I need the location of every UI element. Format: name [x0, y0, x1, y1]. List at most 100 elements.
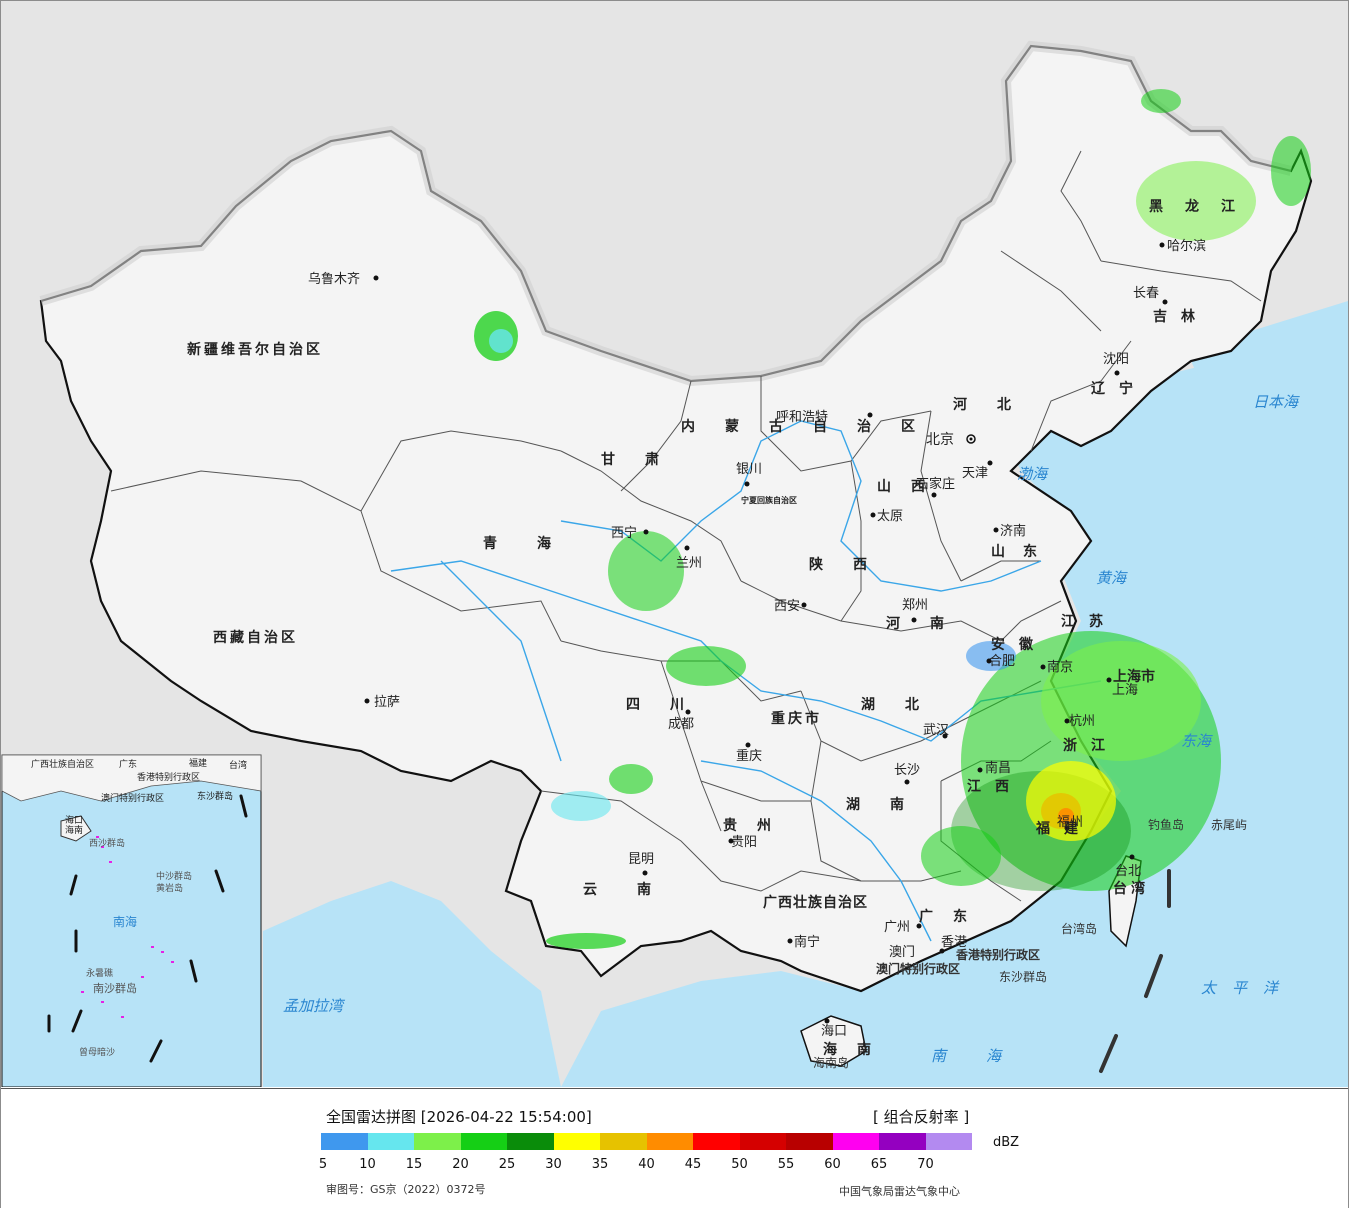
province-label-yunnan: 云南	[583, 881, 691, 898]
boundary-dashes	[1099, 869, 1171, 1073]
color-scale-tick: 10	[359, 1157, 376, 1172]
city-label-macau: 澳门	[889, 944, 915, 960]
province-label-chongqing: 重庆市	[771, 710, 822, 727]
province-label-xinjiang: 新疆维吾尔自治区	[187, 341, 323, 358]
province-label-hubei: 湖北	[861, 697, 949, 713]
city-label-jinan: 济南	[1000, 523, 1026, 539]
city-label-yinchuan: 银川	[736, 462, 762, 477]
province-label-xizang: 西藏自治区	[213, 629, 298, 646]
sea-label-yellow-sea: 黄海	[1096, 569, 1128, 587]
color-scale-cell	[739, 1133, 786, 1150]
color-scale-tick: 15	[405, 1157, 423, 1172]
color-scale-ticks: 5 10 15 20 25 30 35 40 45 50 55 60 65 70	[319, 1157, 1021, 1175]
province-label-fujian: 福建	[1035, 820, 1092, 837]
province-label-guangdong: 广东	[919, 908, 987, 925]
inset-label-macau-sar: 澳门特别行政区	[101, 792, 164, 804]
city-label-nanjing: 南京	[1047, 659, 1073, 675]
city-label-lhasa: 拉萨	[374, 695, 400, 710]
province-label-ningxia: 宁夏回族自治区	[741, 495, 797, 505]
inset-label-xisha: 西沙群岛	[89, 837, 125, 849]
province-label-hebei: 河北	[953, 396, 1041, 413]
color-scale-tick: 70	[917, 1157, 934, 1172]
city-label-shanghai-city: 上海	[1112, 683, 1138, 698]
province-label-shanghai: 上海市	[1113, 668, 1155, 685]
city-label-urumqi: 乌鲁木齐	[308, 271, 360, 287]
color-scale-cell	[879, 1133, 926, 1150]
inset-label-zhongsha: 中沙群岛	[156, 870, 192, 882]
color-scale-tick: 45	[684, 1157, 702, 1172]
province-label-jilin: 吉林	[1153, 308, 1209, 325]
province-label-zhejiang: 浙江	[1063, 737, 1119, 754]
city-label-shijiazhuang: 石家庄	[916, 476, 955, 492]
sea-label-japan-sea: 日本海	[1253, 393, 1300, 411]
color-scale-tick: 30	[545, 1157, 562, 1172]
color-scale-tick: 20	[452, 1157, 469, 1172]
sea-label-east-sea: 东海	[1181, 732, 1213, 750]
province-label-qinghai: 青海	[483, 535, 591, 552]
province-label-shaanxi: 陕西	[809, 556, 897, 573]
inset-label-dongsha: 东沙群岛	[197, 790, 233, 802]
color-scale-cell	[832, 1133, 879, 1150]
city-label-guiyang: 贵阳	[731, 835, 757, 850]
inset-label-south-sea: 南海	[113, 914, 137, 929]
color-scale-tick: 60	[824, 1157, 841, 1172]
color-scale-tick: 50	[731, 1157, 748, 1172]
province-label-shandong: 山东	[991, 543, 1055, 560]
province-label-hainan: 海南	[823, 1041, 891, 1058]
sea-east	[561, 331, 1348, 1087]
color-scale-cell	[553, 1133, 600, 1150]
city-label-xian: 西安	[774, 599, 800, 614]
color-scale-cell	[786, 1133, 833, 1150]
color-scale-tick: 40	[638, 1157, 655, 1172]
city-label-lanzhou: 兰州	[676, 556, 702, 571]
city-label-hefei: 合肥	[989, 654, 1015, 669]
city-label-zhengzhou: 郑州	[902, 598, 928, 613]
sea-label-bengal-bay: 孟加拉湾	[283, 997, 346, 1015]
color-scale-tick: 55	[777, 1157, 795, 1172]
island-label-dongsha: 东沙群岛	[999, 969, 1047, 984]
city-label-chongqing-city: 重庆	[736, 748, 762, 764]
radar-echoes	[474, 89, 1311, 949]
radar-map[interactable]: 新疆维吾尔自治区 西藏自治区 青海 甘肃 内蒙古自治区 黑龙江 吉林 辽宁 河北…	[1, 1, 1348, 1087]
inset-label-haikou: 海口	[65, 814, 83, 826]
province-label-sichuan: 四川	[626, 697, 714, 713]
province-label-gansu: 甘肃	[601, 451, 689, 468]
province-label-anhui: 安徽	[991, 636, 1047, 653]
sea-bengal	[263, 881, 561, 1087]
color-scale-cell	[693, 1133, 740, 1150]
island-label-hainan-island: 海南岛	[813, 1055, 849, 1070]
color-scale-cell	[321, 1133, 368, 1150]
agency-label: 中国气象局雷达气象中心	[839, 1185, 960, 1198]
city-label-guangzhou: 广州	[884, 920, 910, 935]
sea-label-south-sea: 南海	[931, 1047, 1041, 1065]
province-label-guizhou: 贵州	[723, 817, 791, 834]
province-label-guangxi: 广西壮族自治区	[763, 894, 868, 911]
city-label-nanchang: 南昌	[985, 760, 1011, 776]
province-label-neimenggu: 内蒙古自治区	[681, 418, 945, 435]
inset-label-yongshu: 永暑礁	[86, 967, 113, 979]
inset-label-taiwan: 台湾	[229, 759, 247, 771]
city-label-kunming: 昆明	[628, 852, 654, 867]
city-label-changsha: 长沙	[894, 763, 920, 778]
legend-panel: 全国雷达拼图 [2026-04-22 15:54:00] [ 组合反射率 ] d…	[1, 1088, 1348, 1208]
province-label-henan: 河南	[886, 615, 974, 632]
border-halo	[39, 40, 1293, 387]
south-china-sea-inset	[1, 754, 262, 1087]
island-label-diaoyu: 钓鱼岛	[1148, 817, 1184, 832]
inset-label-huangyan: 黄岩岛	[156, 882, 183, 894]
inset-label-hainan: 海南	[65, 824, 83, 836]
inset-label-hk-sar: 香港特别行政区	[137, 771, 200, 783]
island-label-chiwei: 赤尾屿	[1211, 818, 1247, 832]
city-label-hongkong: 香港	[941, 935, 967, 950]
province-label-heilongjiang: 黑龙江	[1149, 198, 1257, 215]
province-label-shanxi: 山西	[877, 479, 945, 495]
color-scale-cell	[600, 1133, 647, 1150]
color-scale-bar	[321, 1133, 973, 1150]
city-label-shenyang: 沈阳	[1103, 352, 1129, 367]
city-label-haikou: 海口	[821, 1024, 847, 1039]
region-label-hongkong-sar: 香港特别行政区	[955, 947, 1040, 962]
color-scale-tick: 65	[870, 1157, 888, 1172]
color-scale-cell	[925, 1133, 972, 1150]
province-label-hunan: 湖南	[846, 796, 934, 813]
color-scale-cell	[646, 1133, 693, 1150]
